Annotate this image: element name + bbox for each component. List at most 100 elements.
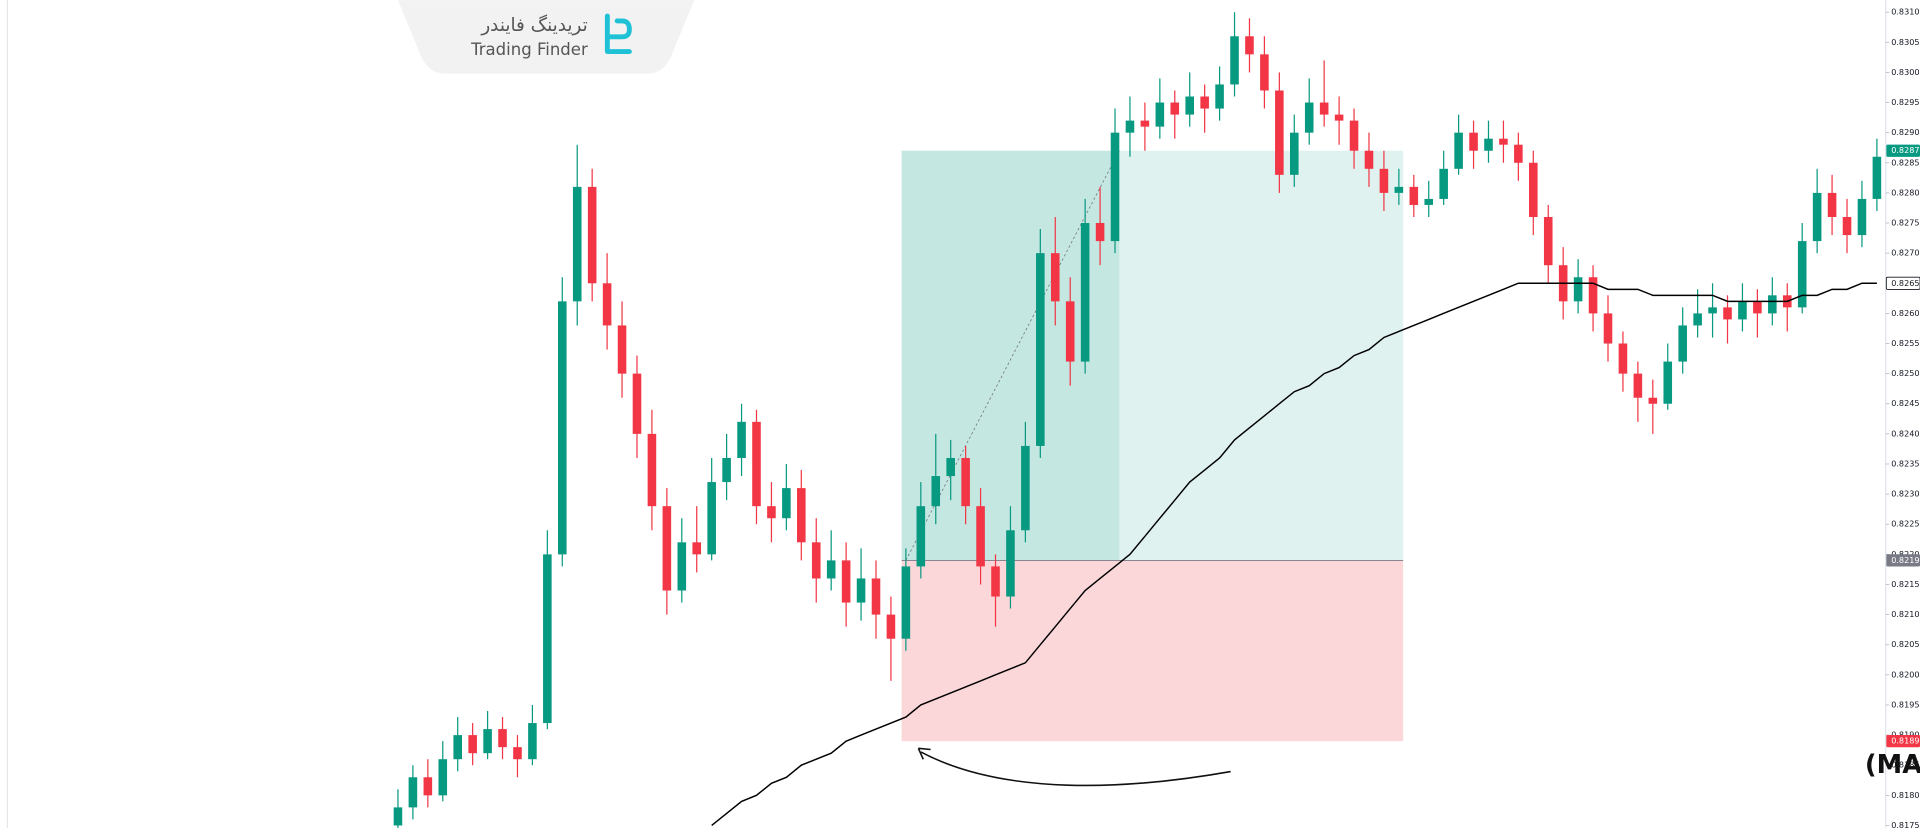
candle-body <box>1260 54 1269 91</box>
logo-text-en: Trading Finder <box>470 40 588 59</box>
candle-body <box>1738 301 1747 320</box>
candle-body <box>1394 186 1404 193</box>
annotation: حد ضرر (SL) در محدوده پایین میانگین متحر… <box>1865 749 1920 780</box>
y-tick-label: 0.8285 <box>1891 157 1919 167</box>
candle-body <box>1125 120 1135 133</box>
candle-body <box>1409 186 1419 205</box>
candle-body <box>1872 156 1882 199</box>
y-tick-label: 0.8225 <box>1891 519 1919 529</box>
candle-body <box>946 457 955 477</box>
candle-body <box>1469 132 1478 151</box>
candle-body <box>871 578 881 615</box>
candle-body <box>1484 138 1493 151</box>
candle-body <box>558 301 567 555</box>
candle-body <box>931 476 941 507</box>
y-tick-label: 0.8185 <box>1891 760 1919 770</box>
y-tick-label: 0.8260 <box>1891 308 1919 318</box>
candle-body <box>1200 96 1209 109</box>
candle-body <box>991 566 1000 597</box>
candle-body <box>1588 277 1598 314</box>
logo-plate <box>397 0 695 74</box>
logo: تریدینگ فایندر Trading Finder <box>397 0 695 74</box>
y-tick-label: 0.8240 <box>1891 428 1919 438</box>
position-layer <box>901 150 1404 742</box>
price-label: 0.8219 <box>1891 555 1919 565</box>
candle-body <box>1618 343 1628 374</box>
candle-body <box>1021 445 1030 531</box>
candle-body <box>797 488 806 543</box>
candle-body <box>856 578 866 603</box>
price-label-box <box>1886 554 1920 567</box>
candle-body <box>602 283 612 326</box>
axis-layer: 0.8310 0.8305 0.8300 0.8295 0.8290 0.8285 0.82… <box>1885 7 1920 828</box>
y-tick-label: 0.8215 <box>1891 579 1919 589</box>
y-tick-label: 0.8220 <box>1891 549 1919 559</box>
y-tick-label: 0.8280 <box>1891 187 1919 197</box>
candle-body <box>1364 150 1374 169</box>
candle-body <box>677 542 687 591</box>
candle-body <box>483 729 492 754</box>
trade-path <box>905 150 1120 561</box>
candle-body <box>1215 84 1224 109</box>
candle-body <box>916 506 926 567</box>
y-tick-label: 0.8245 <box>1891 398 1919 408</box>
logo-icon <box>604 13 632 55</box>
candle-body <box>662 506 672 591</box>
candle-body <box>961 457 970 507</box>
candle-body <box>1275 90 1284 175</box>
candle-body <box>498 729 507 748</box>
candle-body <box>1753 301 1762 314</box>
annotation-arrow <box>920 751 1231 787</box>
price-label: 0.8189 <box>1891 736 1919 746</box>
candle-body <box>528 723 537 760</box>
candle-body <box>976 506 985 567</box>
candle-body <box>1439 168 1448 199</box>
y-tick-label: 0.8175 <box>1891 820 1919 828</box>
price-label-box <box>1886 144 1920 157</box>
candle-body <box>1573 277 1583 302</box>
candle-body <box>1304 102 1314 133</box>
candle-body <box>841 560 851 603</box>
candle-body <box>1065 301 1075 362</box>
candle-body <box>438 759 448 796</box>
candle-body <box>1857 198 1867 236</box>
candle-body <box>1827 192 1837 218</box>
stop-loss-zone <box>901 560 1404 742</box>
candle-body <box>1036 253 1045 446</box>
candle-body <box>647 433 657 507</box>
candle-body <box>617 325 627 374</box>
y-tick-label: 0.8180 <box>1891 790 1919 800</box>
candle-body <box>1140 120 1150 127</box>
candle-body <box>1812 192 1822 242</box>
candle-body <box>408 777 418 808</box>
candle-body <box>1678 325 1687 362</box>
candle-body <box>1334 114 1344 121</box>
candle-body <box>767 506 776 519</box>
candle-body <box>1379 168 1389 193</box>
candle-body <box>1424 198 1434 205</box>
price-label: 0.8287 <box>1891 145 1919 155</box>
moving-average <box>711 282 1877 827</box>
candle-body <box>722 457 731 483</box>
candle-body <box>1648 397 1658 404</box>
y-tick-label: 0.8200 <box>1891 669 1919 679</box>
candle-body <box>587 186 597 284</box>
candle-body <box>901 566 911 639</box>
y-tick-label: 0.8190 <box>1891 730 1919 740</box>
candle-body <box>886 614 896 639</box>
candle-body <box>1155 102 1165 127</box>
candle-body <box>826 560 836 579</box>
price-label-box <box>1885 276 1920 290</box>
candle-body <box>1708 307 1717 314</box>
candle-body <box>1170 102 1180 115</box>
candle-body <box>1050 253 1060 302</box>
candle-body <box>1245 36 1254 55</box>
candle-body <box>1185 96 1194 115</box>
candle-body <box>423 777 433 796</box>
y-tick-label: 0.8290 <box>1891 127 1919 137</box>
y-tick-label: 0.8295 <box>1891 97 1919 107</box>
candle-body <box>1080 223 1090 362</box>
price-label: 0.8265 <box>1891 278 1919 288</box>
